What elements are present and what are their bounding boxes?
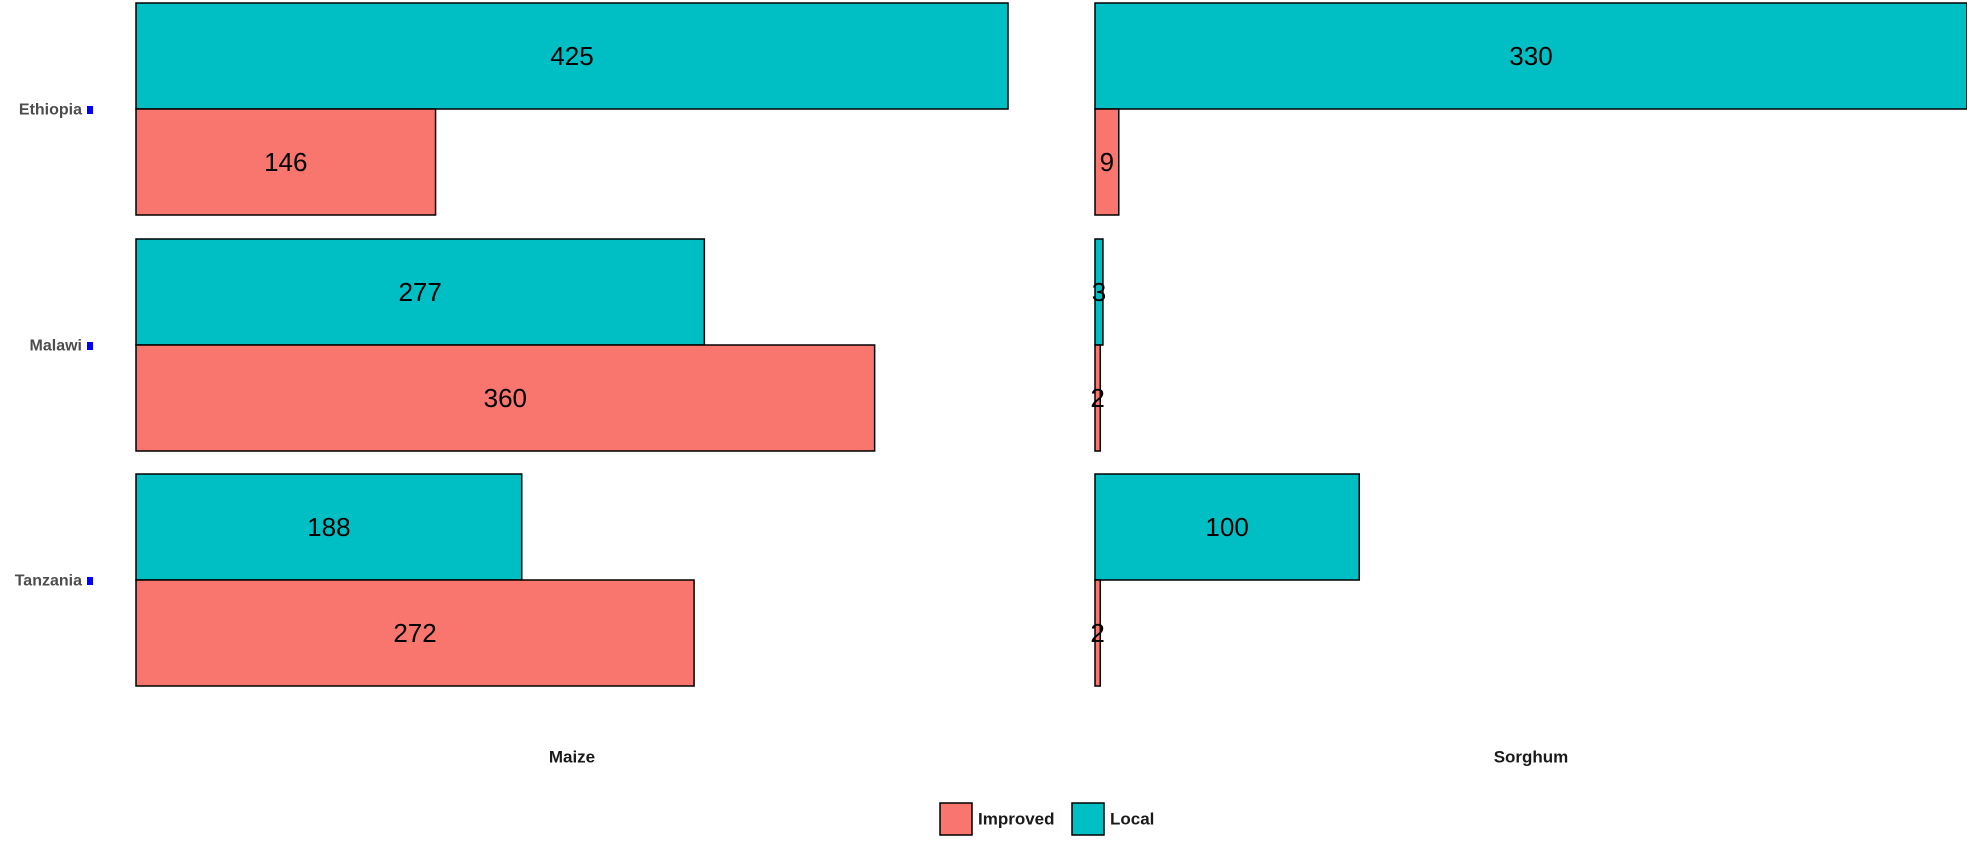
country-label-ethiopia: Ethiopia [19, 102, 82, 119]
data-label-maize-malawi-local: 277 [398, 277, 441, 307]
data-label-maize-tanzania-local: 188 [307, 512, 350, 542]
data-label-maize-malawi-improved: 360 [484, 383, 527, 413]
legend: Improved Local [939, 802, 1154, 836]
panel-sorghum: 330 9 3 2 100 2 Sorghum [1090, 2, 1967, 767]
bar-maize-ethiopia-improved [135, 108, 437, 216]
country-label-tanzania: Tanzania [15, 573, 82, 590]
data-label-sorghum-tanzania-improved: 2 [1090, 618, 1104, 648]
bar-maize-malawi-improved [135, 344, 876, 452]
bar-maize-tanzania-improved [135, 579, 695, 687]
data-label-maize-tanzania-improved: 272 [393, 618, 436, 648]
bar-sorghum-malawi-improved [1094, 344, 1102, 452]
bar-sorghum-tanzania-local [1094, 473, 1360, 581]
legend-swatch-local [1071, 802, 1105, 836]
bar-maize-ethiopia-local [135, 2, 1009, 110]
data-label-sorghum-malawi-local: 3 [1092, 277, 1106, 307]
tick-mark-malawi [87, 342, 93, 350]
panel-maize: 425 146 277 360 188 272 Maize [135, 2, 1009, 767]
bar-sorghum-tanzania-improved [1094, 579, 1102, 687]
legend-label-improved: Improved [978, 810, 1055, 829]
bar-sorghum-ethiopia-local [1094, 2, 1967, 110]
tick-mark-tanzania [87, 577, 93, 585]
panel-label-maize: Maize [549, 748, 595, 767]
panels-layer: 425 146 277 360 188 272 Maize 330 9 3 2 100 2 Sorghum [135, 2, 1967, 767]
data-label-sorghum-malawi-improved: 2 [1090, 383, 1104, 413]
data-label-maize-ethiopia-improved: 146 [264, 147, 307, 177]
data-label-maize-ethiopia-local: 425 [550, 41, 593, 71]
bar-maize-malawi-local [135, 238, 706, 346]
country-labels: Ethiopia Malawi Tanzania [15, 102, 93, 590]
legend-swatch-improved [939, 802, 973, 836]
legend-label-local: Local [1110, 810, 1154, 829]
data-label-sorghum-tanzania-local: 100 [1205, 512, 1248, 542]
tick-mark-ethiopia [87, 106, 93, 114]
bar-maize-tanzania-local [135, 473, 523, 581]
country-label-malawi: Malawi [30, 338, 82, 355]
data-label-sorghum-ethiopia-improved: 9 [1100, 147, 1114, 177]
panel-label-sorghum: Sorghum [1494, 748, 1569, 767]
data-label-sorghum-ethiopia-local: 330 [1509, 41, 1552, 71]
bar-sorghum-ethiopia-improved [1094, 108, 1120, 216]
